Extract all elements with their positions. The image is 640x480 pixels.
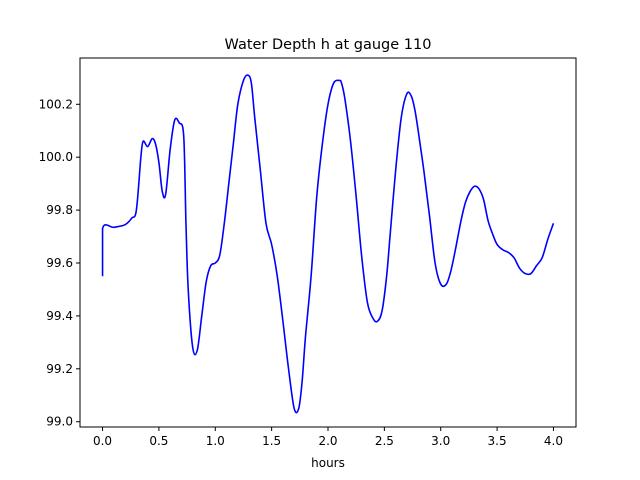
y-tick-label: 99.4 — [46, 309, 73, 323]
y-tick-label: 99.0 — [46, 415, 73, 429]
x-tick-label: 4.0 — [544, 434, 563, 448]
x-tick-label: 2.5 — [375, 434, 394, 448]
x-tick-label: 3.5 — [488, 434, 507, 448]
x-tick-label: 1.5 — [262, 434, 281, 448]
tick-layer: 0.0 0.5 1.0 1.5 2.0 2.5 3.0 3.5 4.0 99.0 99.2 99.4 9… — [39, 97, 563, 448]
y-tick-label: 99.8 — [46, 203, 73, 217]
y-tick-label: 100.2 — [39, 97, 73, 111]
y-tick-label: 99.2 — [46, 362, 73, 376]
y-tick-label: 100.0 — [39, 150, 73, 164]
x-axis-label: hours — [311, 456, 345, 470]
y-tick-label: 99.6 — [46, 256, 73, 270]
series-layer — [101, 74, 555, 414]
chart-title: Water Depth h at gauge 110 — [225, 37, 432, 53]
water-depth-line — [101, 74, 555, 414]
x-tick-label: 3.0 — [431, 434, 450, 448]
x-tick-label: 2.0 — [318, 434, 337, 448]
x-tick-label: 1.0 — [206, 434, 225, 448]
x-tick-label: 0.5 — [149, 434, 168, 448]
x-tick-label: 0.0 — [93, 434, 112, 448]
plot-frame — [79, 57, 577, 428]
